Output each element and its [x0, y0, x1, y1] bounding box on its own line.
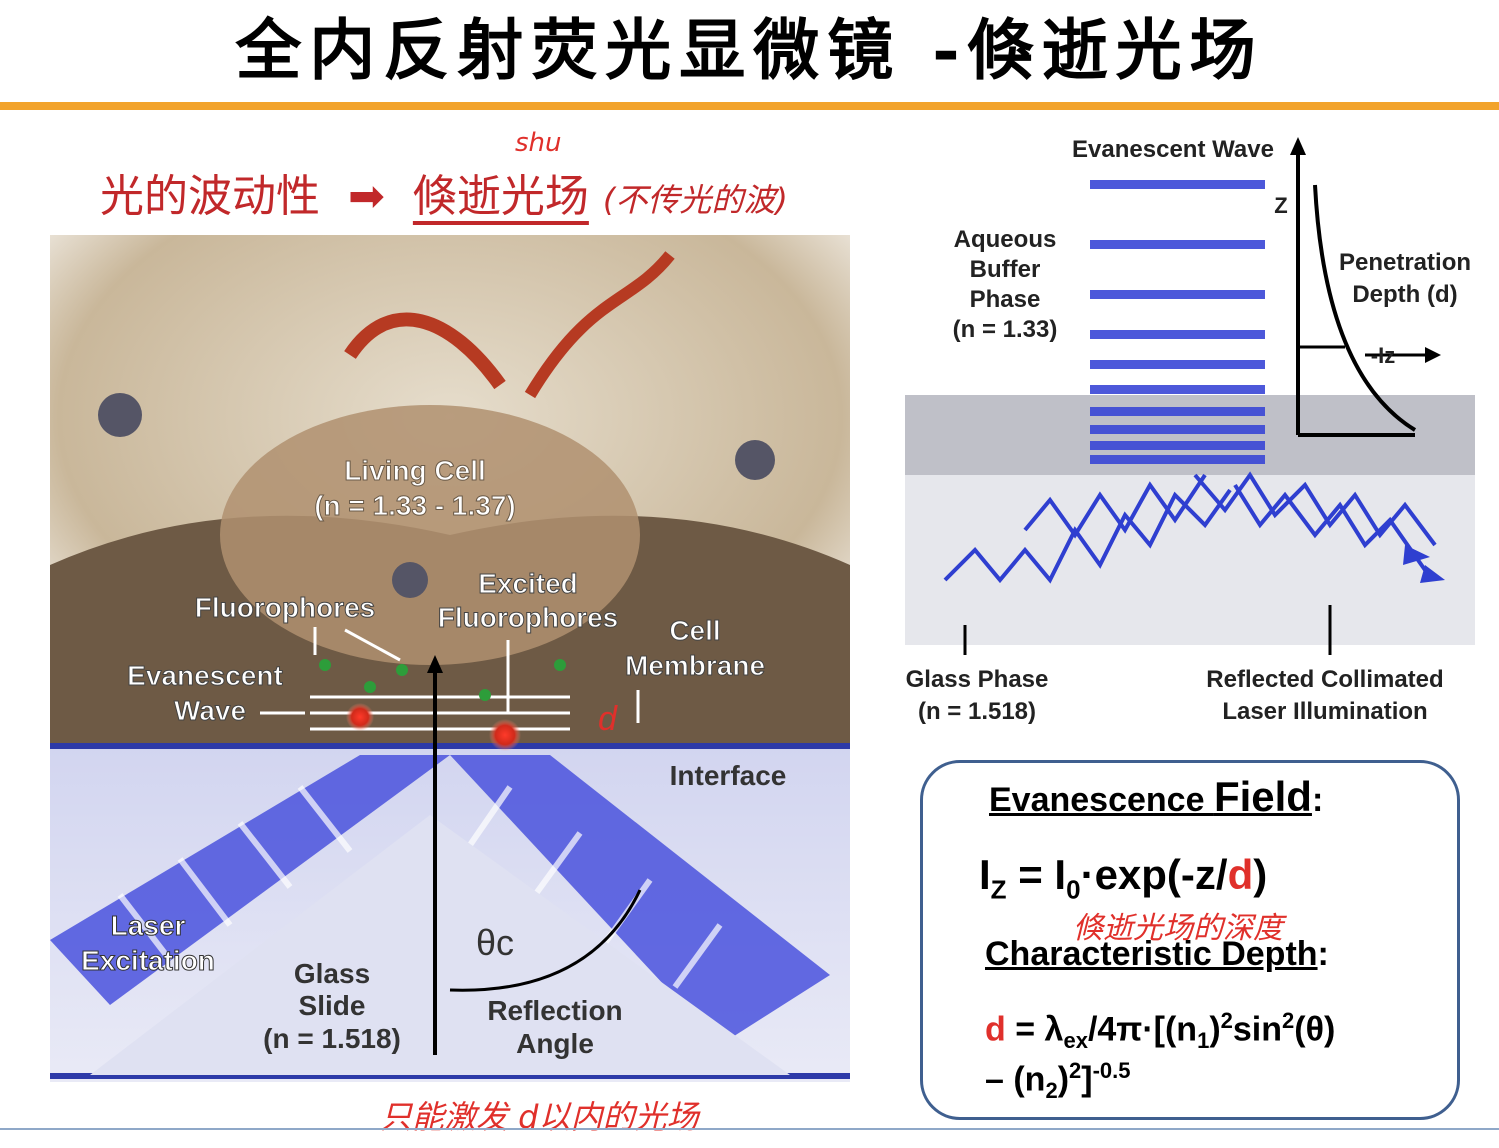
label-angle: Angle [516, 1028, 594, 1059]
label-reflected: Reflected Collimated [1206, 666, 1443, 693]
label-z-axis: Z [1274, 193, 1287, 218]
label-laser-illumination: Laser Illumination [1222, 698, 1427, 725]
label-reflection: Reflection [487, 995, 622, 1026]
label-d-mark: d [598, 700, 618, 738]
label-wave: Wave [174, 695, 246, 726]
label-buffer: Buffer [970, 256, 1041, 283]
tirf-diagram: Living Cell (n = 1.33 - 1.37) Fluorophor… [50, 235, 850, 1082]
label-iz: -Iz [1371, 343, 1395, 368]
label-evanescent-wave: Evanescent Wave [1072, 136, 1274, 163]
formula-char-depth: Characteristic Depth: [985, 935, 1329, 973]
subtitle-note: (不传光的波) [602, 181, 788, 219]
label-glass-phase-n: (n = 1.518) [918, 698, 1036, 725]
formula-depth-eq-2: – (n2)2]-0.5 [985, 1058, 1131, 1104]
label-fluorophores: Fluorophores [195, 592, 375, 623]
formula-depth-eq: d = λex/4π·[(n1)2sin2(θ) [985, 1008, 1336, 1054]
label-slide: Slide [299, 990, 366, 1021]
bottom-note: 只能激发 d以内的光场 [380, 1098, 699, 1136]
arrow-right-icon: ➡ [348, 171, 385, 222]
label-aqueous: Aqueous [954, 226, 1057, 253]
formula-heading-a: Evanescence [989, 781, 1214, 819]
label-membrane: Membrane [625, 650, 765, 681]
living-cell [220, 405, 640, 665]
formula-heading-b: Field [1213, 773, 1312, 820]
label-phase: Phase [970, 286, 1041, 313]
evanescent-wave-diagram: Evanescent Wave Aqueous Buffer Phase (n … [905, 125, 1475, 735]
label-laser: Laser [111, 910, 186, 941]
subtitle: 光的波动性 ➡ 倏逝光场 (不传光的波) [100, 160, 788, 224]
label-excitation: Excitation [81, 945, 215, 976]
label-evanescent: Evanescent [127, 660, 283, 691]
label-living-cell: Living Cell [344, 455, 486, 486]
label-glass-phase: Glass Phase [906, 666, 1049, 693]
formula-heading: Evanescence Field: [989, 773, 1324, 820]
label-excited: Excited [478, 568, 578, 599]
label-theta: θc [476, 922, 514, 963]
bottom-divider [0, 1128, 1499, 1130]
label-depth: Depth (d) [1352, 281, 1457, 308]
title-divider [0, 102, 1499, 110]
label-aqueous-n: (n = 1.33) [953, 316, 1058, 343]
label-glass-n: (n = 1.518) [263, 1023, 401, 1054]
incident-beam [50, 755, 450, 1005]
label-living-cell-n: (n = 1.33 - 1.37) [314, 490, 516, 521]
formula-intensity: IZ = I0·exp(-z/d) [979, 851, 1268, 905]
formula-box: Evanescence Field: IZ = I0·exp(-z/d) 倏逝光… [920, 760, 1460, 1120]
reflected-beam [450, 755, 830, 1045]
label-interface: Interface [670, 760, 787, 791]
subtitle-left: 光的波动性 [100, 171, 320, 222]
label-glass: Glass [294, 958, 370, 989]
label-excited-fluorophores: Fluorophores [438, 602, 618, 633]
label-cell: Cell [669, 615, 720, 646]
subtitle-right: 倏逝光场 [412, 171, 589, 222]
formula-note: 倏逝光场的深度 [1073, 911, 1283, 946]
slide-title: 全内反射荧光显微镜 -倏逝光场 [235, 11, 1264, 89]
pinyin-note: shu [515, 128, 562, 158]
label-penetration: Penetration [1339, 249, 1471, 276]
